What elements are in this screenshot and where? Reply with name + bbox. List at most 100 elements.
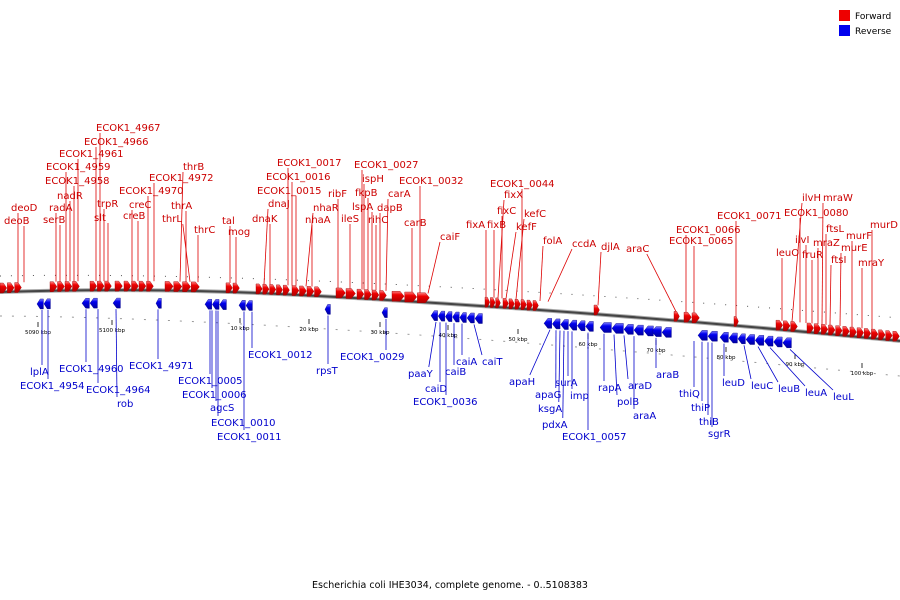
- forward-gene-arrow[interactable]: [673, 311, 680, 322]
- forward-gene-arrow[interactable]: [276, 284, 283, 296]
- reverse-gene-arrow[interactable]: [599, 322, 612, 333]
- forward-gene-arrow[interactable]: [835, 325, 843, 336]
- reverse-gene-arrow[interactable]: [543, 318, 552, 329]
- reverse-gene-arrow[interactable]: [745, 334, 755, 345]
- reverse-gene-arrow[interactable]: [81, 298, 90, 309]
- reverse-gene-arrow[interactable]: [552, 318, 561, 330]
- reverse-gene-arrow[interactable]: [155, 298, 162, 309]
- forward-gene-arrow[interactable]: [806, 322, 814, 334]
- reverse-gene-arrow[interactable]: [445, 311, 453, 322]
- reverse-gene-arrow[interactable]: [560, 319, 569, 330]
- reverse-gene-arrow[interactable]: [633, 324, 644, 336]
- forward-gene-arrow[interactable]: [828, 324, 836, 336]
- reverse-gene-arrow[interactable]: [737, 333, 746, 345]
- forward-gene-arrow[interactable]: [885, 330, 893, 341]
- forward-gene-arrow[interactable]: [191, 281, 200, 293]
- forward-gene-arrow[interactable]: [526, 299, 533, 311]
- forward-gene-arrow[interactable]: [495, 297, 501, 309]
- forward-gene-arrow[interactable]: [57, 281, 65, 292]
- forward-gene-arrow[interactable]: [283, 284, 290, 296]
- forward-gene-arrow[interactable]: [0, 282, 7, 294]
- forward-gene-arrow[interactable]: [508, 298, 515, 310]
- reverse-gene-arrow[interactable]: [43, 298, 51, 310]
- forward-gene-arrow[interactable]: [225, 282, 233, 294]
- forward-gene-arrow[interactable]: [114, 280, 123, 292]
- reverse-gene-arrow[interactable]: [661, 327, 672, 338]
- forward-gene-arrow[interactable]: [146, 281, 154, 292]
- reverse-gene-arrow[interactable]: [212, 299, 220, 310]
- forward-gene-arrow[interactable]: [49, 281, 58, 292]
- reverse-gene-arrow[interactable]: [238, 300, 246, 311]
- reverse-gene-arrow[interactable]: [112, 297, 121, 309]
- forward-gene-arrow[interactable]: [314, 286, 322, 297]
- forward-gene-arrow[interactable]: [371, 289, 380, 301]
- forward-gene-arrow[interactable]: [783, 320, 791, 332]
- reverse-gene-arrow[interactable]: [381, 307, 388, 318]
- forward-gene-arrow[interactable]: [484, 296, 490, 308]
- forward-gene-arrow[interactable]: [691, 312, 700, 324]
- forward-gene-arrow[interactable]: [813, 323, 821, 334]
- reverse-gene-arrow[interactable]: [719, 332, 729, 343]
- forward-gene-arrow[interactable]: [379, 290, 387, 301]
- reverse-gene-arrow[interactable]: [245, 300, 253, 311]
- forward-gene-arrow[interactable]: [269, 284, 277, 295]
- forward-gene-arrow[interactable]: [14, 282, 22, 293]
- forward-gene-arrow[interactable]: [173, 281, 183, 292]
- forward-gene-arrow[interactable]: [892, 331, 900, 342]
- forward-gene-arrow[interactable]: [821, 324, 829, 335]
- reverse-gene-arrow[interactable]: [623, 324, 634, 335]
- reverse-gene-arrow[interactable]: [577, 320, 586, 331]
- forward-gene-arrow[interactable]: [856, 327, 864, 338]
- forward-gene-arrow[interactable]: [514, 299, 521, 310]
- reverse-gene-arrow[interactable]: [764, 335, 774, 347]
- reverse-gene-arrow[interactable]: [219, 299, 227, 310]
- reverse-gene-arrow[interactable]: [466, 312, 475, 324]
- reverse-gene-arrow[interactable]: [754, 335, 764, 346]
- reverse-gene-arrow[interactable]: [707, 331, 718, 342]
- forward-gene-arrow[interactable]: [123, 280, 132, 292]
- forward-gene-arrow[interactable]: [864, 328, 872, 339]
- forward-gene-arrow[interactable]: [335, 287, 346, 299]
- forward-gene-arrow[interactable]: [291, 285, 300, 296]
- reverse-gene-arrow[interactable]: [697, 330, 708, 341]
- reverse-gene-arrow[interactable]: [651, 326, 662, 337]
- forward-gene-arrow[interactable]: [138, 280, 147, 292]
- reverse-gene-arrow[interactable]: [474, 313, 483, 324]
- reverse-gene-arrow[interactable]: [728, 332, 738, 344]
- forward-gene-arrow[interactable]: [849, 326, 857, 338]
- forward-gene-arrow[interactable]: [232, 282, 240, 294]
- forward-gene-arrow[interactable]: [182, 281, 191, 292]
- forward-gene-arrow[interactable]: [97, 280, 105, 292]
- reverse-gene-arrow[interactable]: [89, 297, 98, 309]
- forward-gene-arrow[interactable]: [842, 326, 850, 337]
- forward-gene-arrow[interactable]: [89, 280, 97, 292]
- reverse-gene-arrow[interactable]: [773, 336, 783, 348]
- reverse-gene-arrow[interactable]: [430, 310, 438, 321]
- reverse-gene-arrow[interactable]: [452, 311, 460, 323]
- forward-gene-arrow[interactable]: [417, 292, 430, 303]
- reverse-gene-arrow[interactable]: [324, 304, 331, 315]
- forward-gene-arrow[interactable]: [775, 319, 783, 331]
- forward-gene-arrow[interactable]: [7, 282, 15, 293]
- forward-gene-arrow[interactable]: [64, 281, 73, 292]
- forward-gene-arrow[interactable]: [72, 281, 80, 292]
- reverse-gene-arrow[interactable]: [568, 319, 577, 331]
- forward-gene-arrow[interactable]: [306, 286, 315, 297]
- forward-gene-arrow[interactable]: [683, 312, 692, 323]
- forward-gene-arrow[interactable]: [878, 329, 886, 341]
- forward-gene-arrow[interactable]: [356, 288, 365, 300]
- forward-gene-arrow[interactable]: [502, 298, 509, 309]
- forward-gene-arrow[interactable]: [104, 280, 112, 292]
- forward-gene-arrow[interactable]: [345, 288, 356, 299]
- forward-gene-arrow[interactable]: [299, 285, 307, 297]
- reverse-gene-arrow[interactable]: [611, 323, 624, 334]
- forward-gene-arrow[interactable]: [255, 283, 263, 295]
- forward-gene-arrow[interactable]: [593, 304, 600, 316]
- forward-gene-arrow[interactable]: [391, 291, 405, 302]
- forward-gene-arrow[interactable]: [131, 280, 139, 292]
- reverse-gene-arrow[interactable]: [204, 299, 212, 310]
- reverse-gene-arrow[interactable]: [585, 321, 594, 332]
- forward-gene-arrow[interactable]: [404, 291, 417, 303]
- reverse-gene-arrow[interactable]: [782, 337, 792, 349]
- forward-gene-arrow[interactable]: [520, 299, 527, 310]
